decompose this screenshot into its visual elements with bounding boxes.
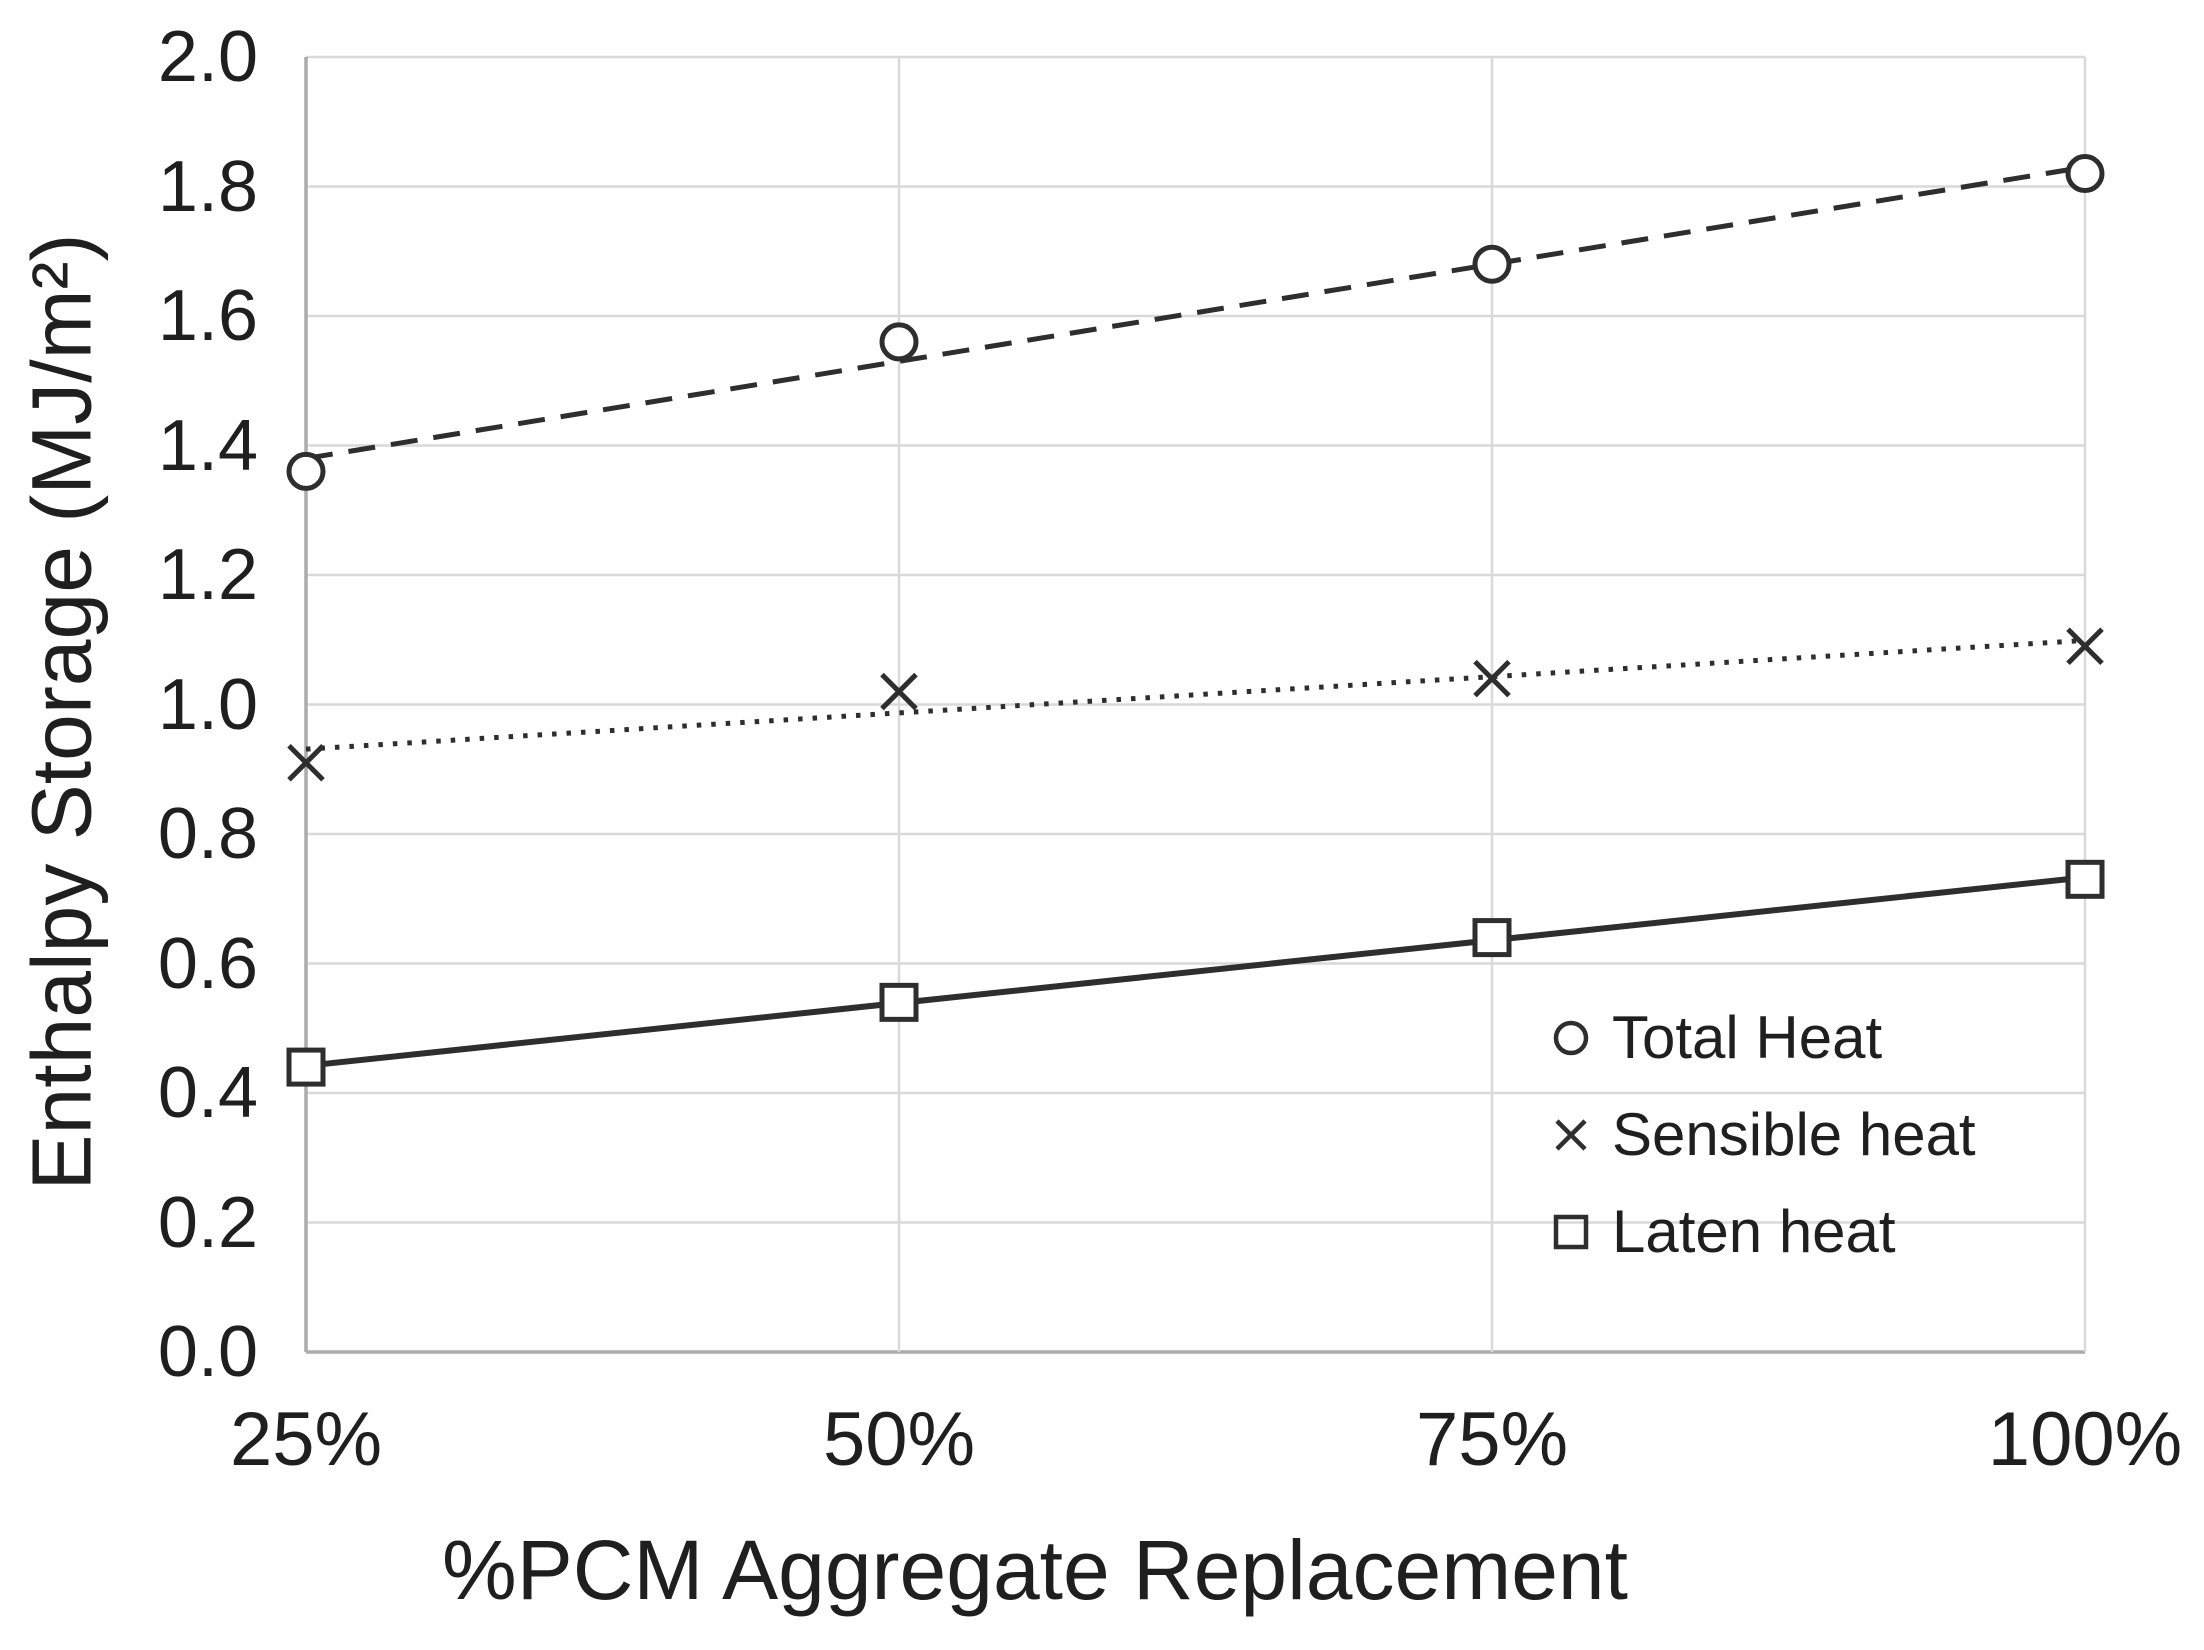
y-tick-label: 1.6 — [157, 276, 258, 356]
x-tick-label: 50% — [822, 1397, 976, 1482]
data-point-square — [1472, 918, 1512, 958]
y-tick-label: 2.0 — [157, 17, 258, 97]
x-marker-icon — [1555, 1119, 1587, 1151]
legend-label: Sensible heat — [1612, 1101, 1976, 1168]
data-point-square — [2065, 859, 2105, 899]
y-tick-label: 0.4 — [157, 1053, 258, 1133]
legend-label: Laten heat — [1612, 1198, 1896, 1265]
y-tick-label: 0.2 — [157, 1182, 258, 1263]
x-tick-label: 100% — [1987, 1397, 2183, 1482]
y-tick-label: 0.6 — [157, 923, 258, 1004]
data-point-circle — [286, 451, 326, 491]
square-marker-icon — [1553, 1214, 1589, 1250]
y-axis-title: Enthalpy Storage (MJ/m²) — [14, 233, 109, 1191]
x-tick-label: 25% — [229, 1397, 383, 1482]
data-point-circle — [2065, 154, 2105, 194]
series-trendline-square — [305, 874, 2086, 1069]
y-tick-label: 0.8 — [157, 794, 258, 874]
x-axis-title: %PCM Aggregate Replacement — [442, 1523, 1628, 1617]
legend-label: Total Heat — [1612, 1004, 1883, 1071]
legend: Total Heat Sensible heat Laten heat — [1548, 1006, 1976, 1264]
data-point-circle — [879, 322, 919, 362]
legend-item: Sensible heat — [1548, 1103, 1976, 1167]
series-trendline-circle — [305, 164, 2086, 461]
y-tick-label: 1.4 — [157, 405, 258, 486]
data-point-x — [287, 744, 325, 782]
x-tick-label: 75% — [1415, 1397, 1569, 1482]
legend-item: Total Heat — [1548, 1006, 1976, 1070]
data-point-x — [880, 672, 918, 711]
data-point-x — [1473, 659, 1511, 698]
data-point-square — [879, 982, 919, 1022]
y-tick-label: 1.8 — [157, 146, 258, 227]
circle-marker-icon — [1553, 1020, 1589, 1056]
y-tick-label: 1.0 — [157, 664, 258, 745]
series-trendline-x — [305, 637, 2086, 752]
data-point-x — [2066, 627, 2104, 665]
data-point-square — [286, 1047, 326, 1087]
y-tick-label: 1.2 — [157, 535, 258, 615]
legend-item: Laten heat — [1548, 1200, 1976, 1264]
y-tick-label: 0.0 — [157, 1312, 258, 1392]
data-point-circle — [1472, 244, 1512, 284]
